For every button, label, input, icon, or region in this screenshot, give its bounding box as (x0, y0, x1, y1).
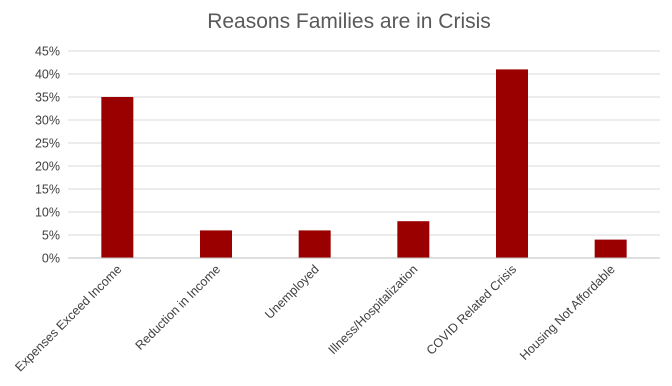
bar (298, 230, 331, 258)
bars (101, 69, 627, 259)
y-tick-label: 30% (35, 114, 60, 128)
y-tick-label: 10% (35, 206, 60, 220)
y-axis-ticks: 0% 5% 10% 15% 20% 25% 30% 35% 40% 45% (35, 45, 60, 266)
x-category-label: Illness/Hospitalization (326, 262, 421, 357)
x-category-label: Reduction in Income (133, 262, 224, 353)
bar (200, 230, 232, 258)
y-tick-label: 40% (35, 68, 60, 82)
y-tick-label: 35% (35, 91, 60, 105)
y-tick-label: 15% (35, 183, 60, 197)
y-tick-label: 5% (42, 229, 60, 243)
x-category-label: Expenses Exceed Income (12, 262, 124, 374)
y-tick-label: 45% (35, 45, 60, 59)
y-tick-label: 25% (35, 137, 60, 151)
x-axis-category-labels: Expenses Exceed Income Reduction in Incom… (12, 262, 617, 374)
bar (397, 221, 430, 258)
bar (496, 69, 528, 259)
bar (101, 97, 134, 258)
y-tick-label: 20% (35, 160, 60, 174)
chart-title: Reasons Families are in Crisis (207, 10, 491, 33)
x-category-label: Unemployed (262, 262, 322, 322)
y-tick-label: 0% (42, 252, 60, 266)
x-category-label: COVID Related Crisis (424, 262, 519, 357)
x-category-label: Housing Not Affordable (517, 262, 618, 363)
bar (594, 239, 627, 258)
gridlines (68, 50, 660, 236)
